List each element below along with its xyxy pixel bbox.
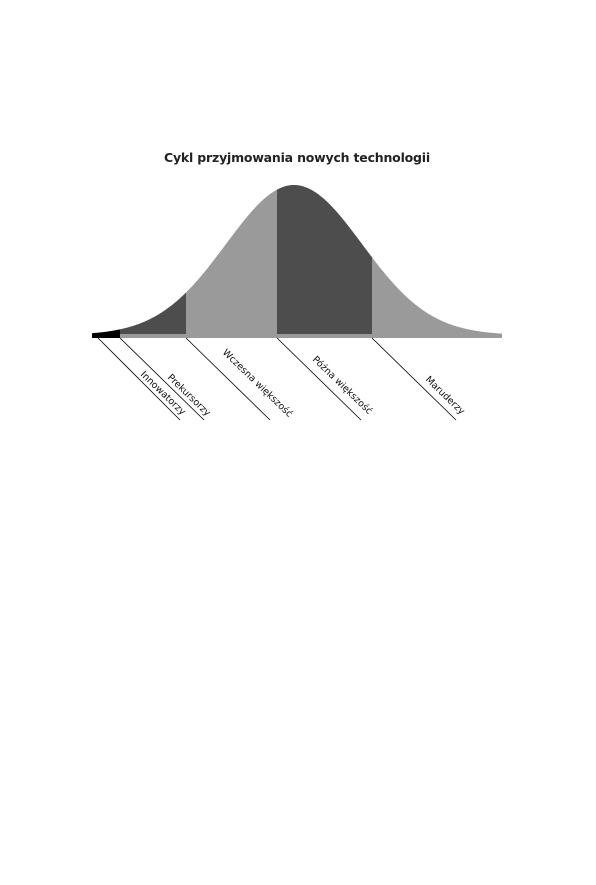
curve-segments (92, 185, 502, 335)
label-early-majority: Wczesna większość (220, 347, 294, 419)
label-leaders (97, 337, 457, 421)
segment-late-majority (277, 185, 372, 335)
leader-line (97, 337, 181, 421)
leader-line (185, 337, 271, 421)
segment-early-adopters (120, 292, 186, 335)
baseline-band (92, 334, 502, 338)
leader-line (119, 337, 205, 421)
diagram-title: Cykl przyjmowania nowych technologii (164, 150, 430, 165)
segment-early-majority (186, 189, 277, 335)
segment-laggards (372, 257, 502, 335)
leader-line (276, 337, 362, 421)
segment-innovators (92, 329, 120, 335)
innovators-base-band (92, 334, 120, 338)
label-laggards: Maruderzy (423, 374, 467, 417)
label-late-majority: Późna większość (310, 354, 374, 417)
leader-line (371, 337, 457, 421)
